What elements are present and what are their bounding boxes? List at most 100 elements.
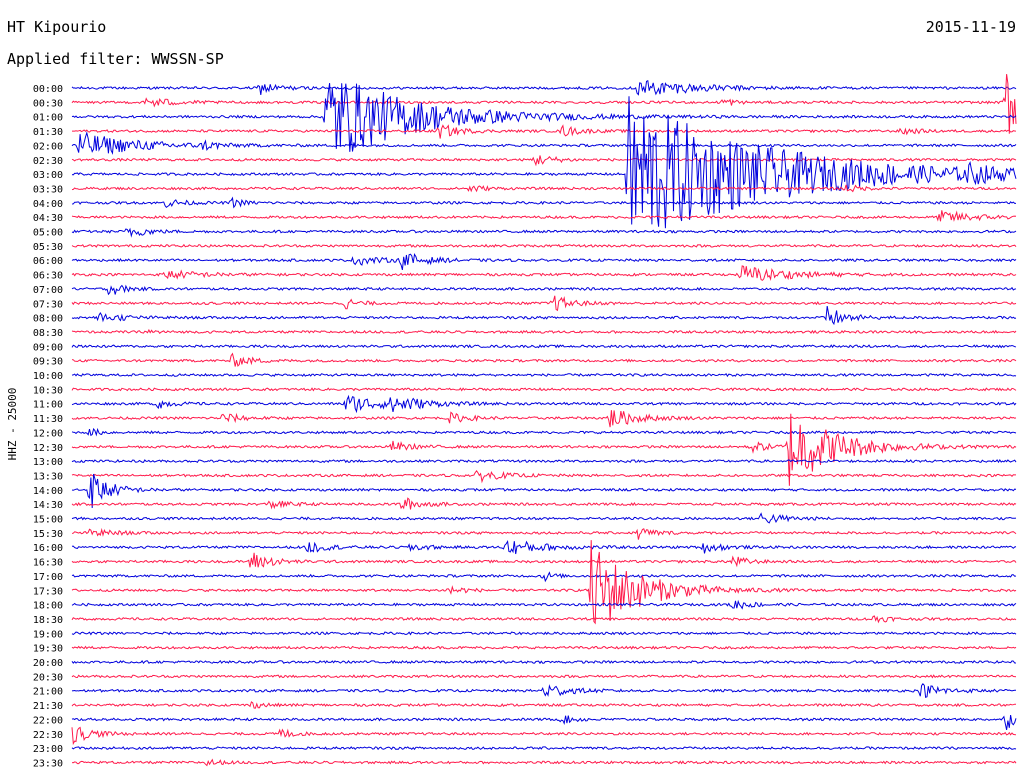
- row-time-label: 05:00: [33, 228, 63, 239]
- trace-row-1530: [71, 527, 1017, 540]
- trace-row-1500: [71, 512, 1017, 524]
- trace-row-0900: [71, 344, 1017, 349]
- trace-row-2000: [71, 659, 1016, 665]
- record-date: 2015-11-19: [925, 18, 1016, 36]
- row-time-label: 01:30: [33, 127, 63, 138]
- trace-row-0730: [71, 295, 1017, 312]
- trace-row-1900: [71, 631, 1017, 636]
- trace-row-1800: [71, 599, 1017, 610]
- row-time-label: 18:30: [33, 615, 63, 626]
- trace-row-2130: [71, 701, 1017, 709]
- row-time-label: 23:30: [33, 758, 63, 769]
- trace-row-0230: [71, 155, 1017, 167]
- row-time-label: 18:00: [33, 601, 63, 612]
- trace-row-1600: [71, 540, 1017, 555]
- row-time-label: 06:00: [33, 256, 63, 267]
- row-time-label: 21:00: [33, 687, 63, 698]
- trace-row-0830: [71, 328, 1017, 335]
- trace-row-1200: [71, 427, 1017, 437]
- row-time-label: 23:00: [33, 744, 63, 755]
- row-time-label: 15:00: [33, 515, 63, 526]
- trace-row-0500: [71, 227, 1017, 238]
- trace-row-2200: [71, 715, 1017, 731]
- trace-row-0330: [71, 184, 1017, 193]
- row-time-label: 07:30: [33, 299, 63, 310]
- trace-row-2330: [71, 758, 1017, 767]
- row-time-label: 19:30: [33, 644, 63, 655]
- row-time-label: 17:00: [33, 572, 63, 583]
- trace-row-1730: [71, 540, 1017, 625]
- row-time-label: 03:30: [33, 184, 63, 195]
- row-time-label: 20:30: [33, 672, 63, 683]
- row-time-label: 06:30: [33, 271, 63, 282]
- trace-row-1130: [71, 410, 1017, 428]
- trace-row-0430: [71, 210, 1017, 222]
- trace-row-1930: [71, 645, 1017, 650]
- trace-row-1300: [71, 458, 1017, 464]
- traces-layer: [71, 74, 1017, 767]
- trace-row-1000: [71, 373, 1017, 378]
- row-time-label: 19:00: [33, 629, 63, 640]
- trace-row-0200: [71, 131, 1017, 155]
- row-time-label: 11:30: [33, 414, 63, 425]
- row-time-label: 03:00: [33, 170, 63, 181]
- y-axis-label: HHZ - 25000: [6, 388, 19, 461]
- trace-row-1700: [71, 571, 1017, 583]
- row-time-label: 21:30: [33, 701, 63, 712]
- trace-row-0530: [71, 243, 1017, 248]
- row-time-label: 08:30: [33, 328, 63, 339]
- trace-row-1400: [71, 473, 1017, 509]
- trace-row-0300: [71, 96, 1017, 229]
- trace-row-1030: [71, 387, 1017, 392]
- row-time-label: 00:00: [33, 84, 63, 95]
- trace-row-1230: [71, 413, 1017, 486]
- row-time-label: 01:00: [33, 113, 63, 124]
- row-time-label: 14:00: [33, 486, 63, 497]
- row-time-label: 13:00: [33, 457, 63, 468]
- trace-row-0400: [71, 196, 1016, 209]
- trace-row-1630: [71, 552, 1017, 568]
- row-time-label: 09:00: [33, 342, 63, 353]
- row-time-label: 14:30: [33, 500, 63, 511]
- trace-row-0600: [71, 253, 1017, 271]
- trace-row-0100: [71, 83, 1017, 152]
- row-time-label: 05:30: [33, 242, 63, 253]
- trace-row-2030: [71, 674, 1017, 679]
- trace-row-1830: [71, 615, 1017, 624]
- filter-label: Applied filter: WWSSN-SP: [7, 50, 224, 68]
- trace-row-0800: [71, 306, 1017, 326]
- trace-row-0700: [71, 284, 1017, 296]
- row-time-label: 13:30: [33, 471, 63, 482]
- row-time-label: 07:00: [33, 285, 63, 296]
- row-time-label: 16:00: [33, 543, 63, 554]
- trace-row-0130: [72, 124, 1017, 139]
- row-time-label: 16:30: [33, 558, 63, 569]
- trace-row-1430: [71, 497, 1017, 510]
- row-time-label: 04:30: [33, 213, 63, 224]
- trace-row-1330: [71, 469, 1016, 484]
- trace-row-1100: [71, 394, 1017, 414]
- trace-row-2300: [71, 746, 1017, 751]
- row-time-label: 11:00: [33, 400, 63, 411]
- station-name: HT Kipourio: [7, 18, 107, 36]
- trace-row-0000: [71, 79, 1017, 96]
- row-time-label: 20:00: [33, 658, 63, 669]
- row-time-label: 22:30: [33, 730, 63, 741]
- trace-row-2100: [71, 683, 1017, 698]
- trace-row-0030: [71, 74, 1017, 134]
- row-time-label: 15:30: [33, 529, 63, 540]
- row-time-label: 10:30: [33, 385, 63, 396]
- row-time-label: 17:30: [33, 586, 63, 597]
- row-time-label: 09:30: [33, 357, 63, 368]
- row-time-label: 02:30: [33, 156, 63, 167]
- trace-row-0630: [71, 265, 1017, 282]
- row-time-label: 12:00: [33, 428, 63, 439]
- trace-row-2230: [71, 726, 1017, 746]
- row-labels-layer: 00:00 00:30 01:00 01:30 02:00 02:30 03:00 03:30…: [33, 84, 63, 769]
- row-time-label: 02:00: [33, 141, 63, 152]
- row-time-label: 04:00: [33, 199, 63, 210]
- row-time-label: 08:00: [33, 314, 63, 325]
- trace-row-0930: [71, 352, 1017, 367]
- row-time-label: 12:30: [33, 443, 63, 454]
